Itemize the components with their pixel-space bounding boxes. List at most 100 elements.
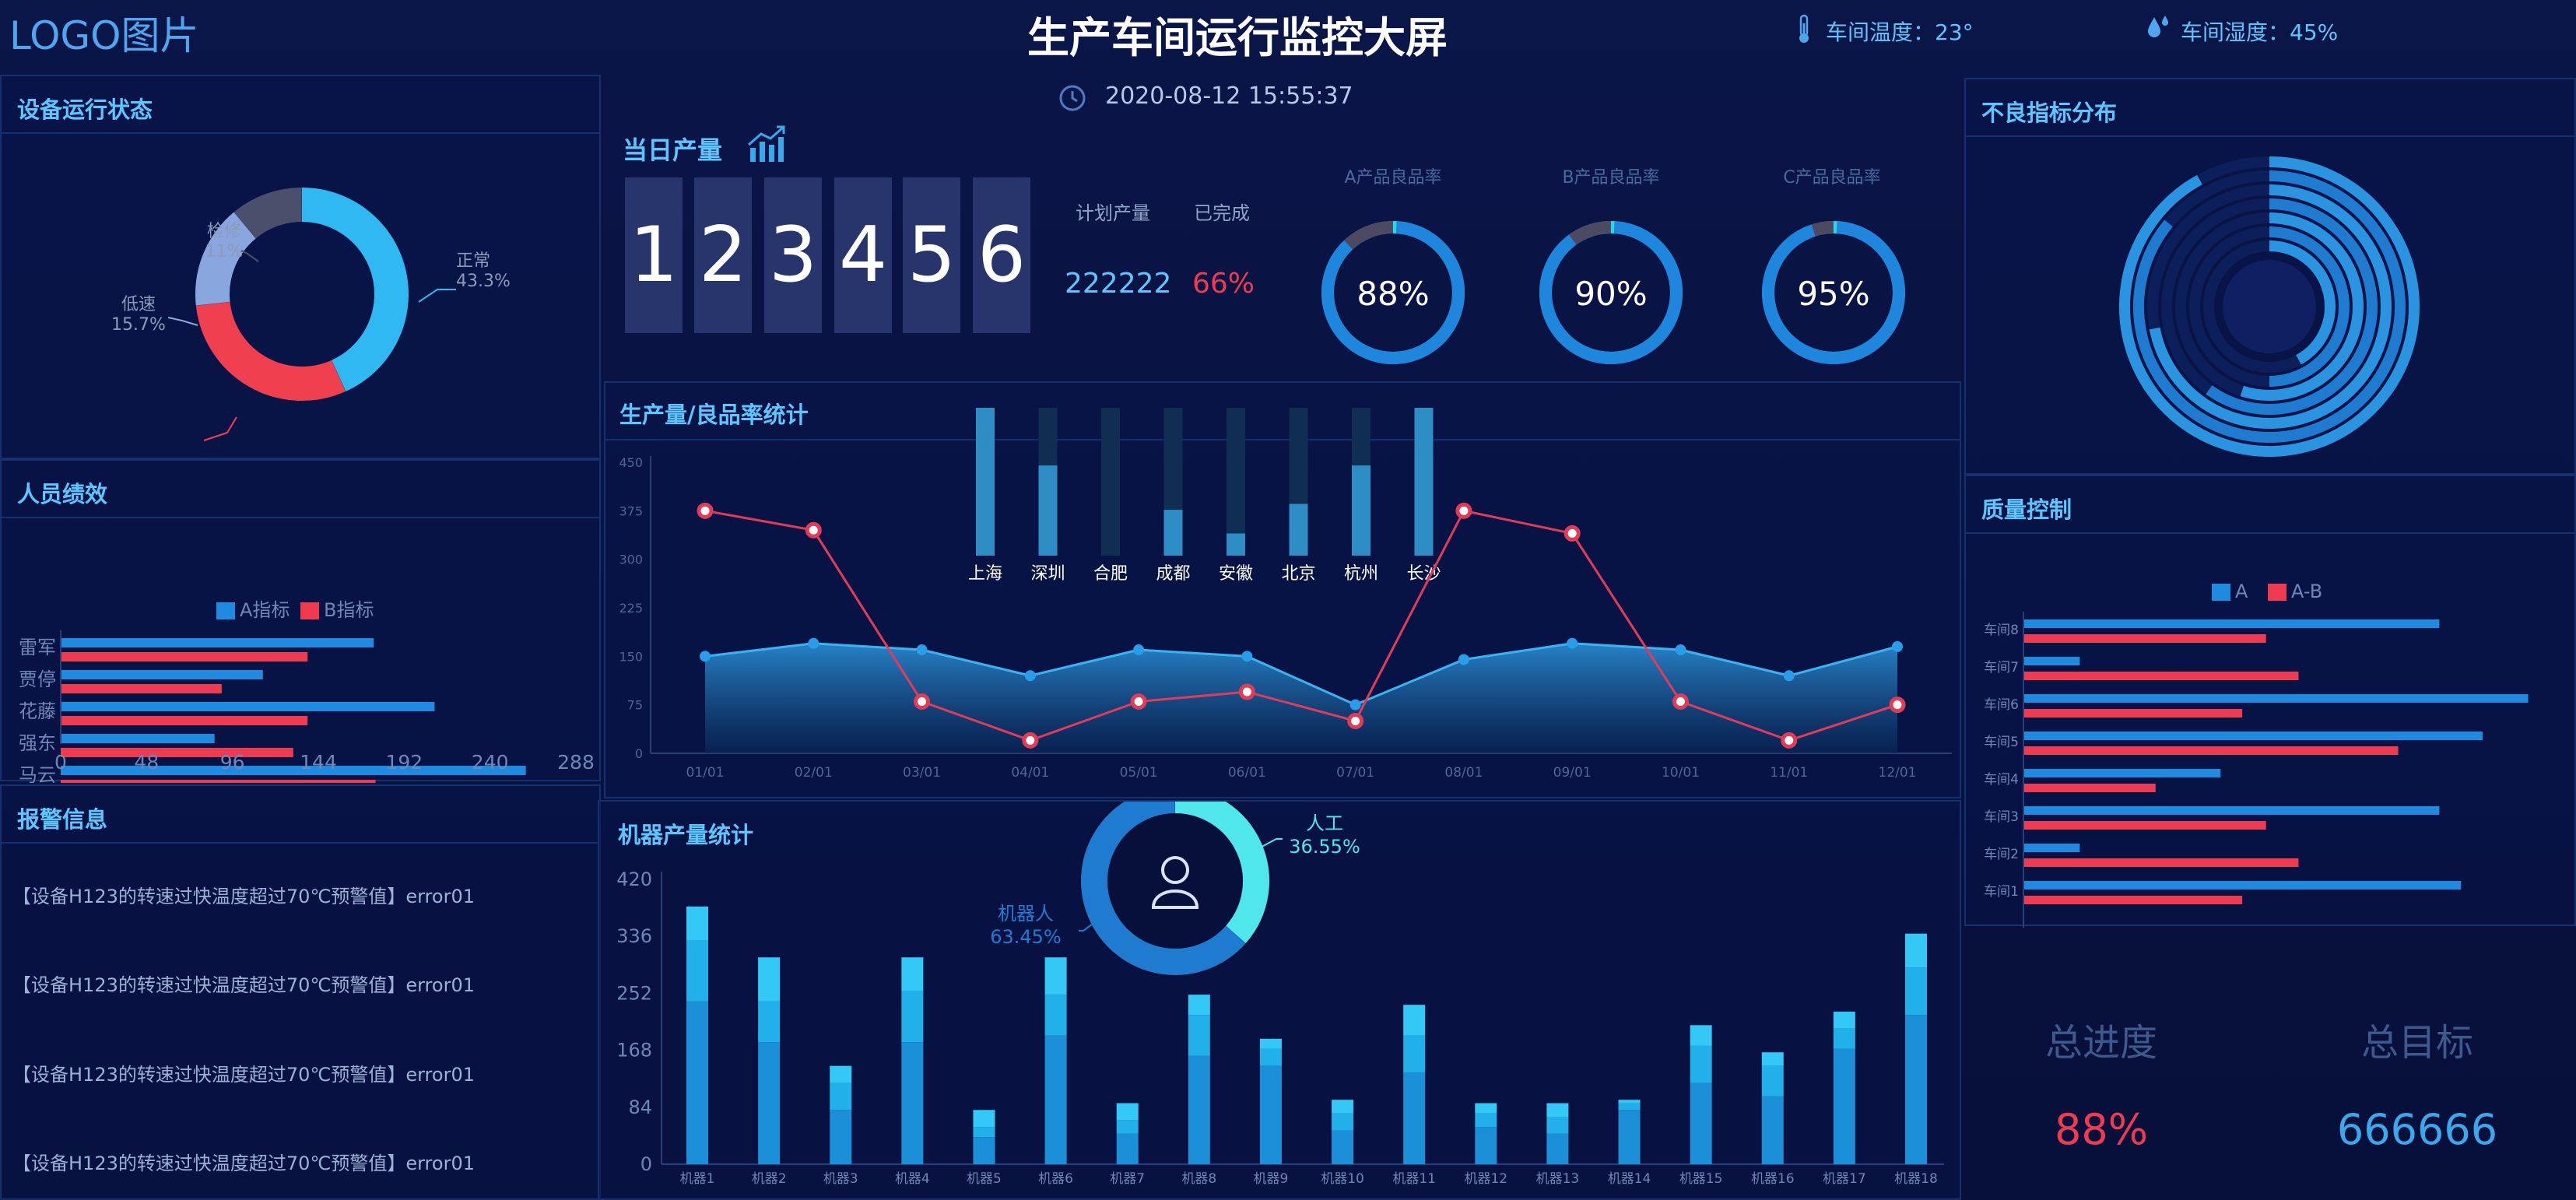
bar bbox=[61, 684, 222, 693]
line-point bbox=[1672, 693, 1689, 711]
panel-title: 质量控制 bbox=[1981, 496, 2072, 523]
bar-segment bbox=[901, 991, 924, 1043]
defect-panel: 不良指标分布 bbox=[1964, 78, 2576, 475]
bar-segment bbox=[973, 1137, 995, 1164]
category-label: 机器18 bbox=[1894, 1171, 1938, 1187]
category-label: 机器1 bbox=[680, 1171, 715, 1187]
leader-line bbox=[418, 289, 456, 303]
bar bbox=[2023, 709, 2243, 718]
bar-segment bbox=[1116, 1133, 1139, 1164]
alarm-item[interactable]: 【设备H123的转速过快温度超过70℃预警值】error01 bbox=[12, 1153, 475, 1174]
leader-line bbox=[167, 317, 198, 326]
gauge-arc bbox=[1539, 221, 1683, 364]
donut-slice bbox=[233, 188, 303, 239]
progress-label: 总进度 bbox=[2044, 1021, 2157, 1065]
tick-label: 375 bbox=[619, 504, 643, 518]
category-label: 北京 bbox=[1281, 564, 1315, 584]
yield-gauges: 88% 90% 95% bbox=[1321, 221, 1905, 364]
panel-title: 机器产量统计 bbox=[618, 822, 754, 848]
bar bbox=[2023, 844, 2080, 852]
gauge-value: 95% bbox=[1797, 275, 1869, 313]
category-label: 杭州 bbox=[1344, 564, 1378, 584]
line-point bbox=[1455, 502, 1472, 519]
bar-segment bbox=[1044, 957, 1067, 995]
gauge-value: 88% bbox=[1356, 275, 1429, 313]
tick-label: 168 bbox=[616, 1040, 652, 1061]
quality-panel: 质量控制 AA-B车间8车间7车间6车间5车间4车间3车间2车间10489614… bbox=[1964, 475, 2576, 928]
tick-label: 336 bbox=[616, 925, 652, 947]
alarm-item[interactable]: 【设备H123的转速过快温度超过70℃预警值】error01 bbox=[12, 886, 475, 907]
panel-header bbox=[605, 383, 1960, 440]
panel-title: 生产量/良品率统计 bbox=[619, 402, 809, 428]
bar-segment bbox=[1833, 1048, 1855, 1164]
category-label: 机器7 bbox=[1110, 1171, 1145, 1187]
bar-segment bbox=[1690, 1045, 1712, 1083]
area-line bbox=[704, 642, 1898, 707]
bar-segment bbox=[1332, 1130, 1354, 1164]
plan-value: 222222 bbox=[1065, 268, 1172, 300]
legend-label: B指标 bbox=[324, 599, 374, 621]
tick-label: 06/01 bbox=[1228, 765, 1266, 781]
bar-segment bbox=[1332, 1100, 1354, 1114]
bar bbox=[2023, 806, 2440, 815]
category-label: 车间4 bbox=[1984, 772, 2019, 788]
slice-label: 低速 bbox=[121, 295, 156, 314]
area-point bbox=[808, 637, 819, 649]
bar-segment bbox=[1905, 1015, 1927, 1164]
bar-segment bbox=[901, 957, 924, 991]
category-label: 机器17 bbox=[1823, 1171, 1866, 1187]
quality-bar-chart: AA-B车间8车间7车间6车间5车间4车间3车间2车间1048961441922… bbox=[1984, 581, 2529, 928]
gauge-remainder bbox=[1811, 221, 1834, 237]
gauge-remainder bbox=[1568, 221, 1612, 245]
bar bbox=[2023, 672, 2299, 680]
alarm-item[interactable]: 【设备H123的转速过快温度超过70℃预警值】error01 bbox=[12, 974, 475, 996]
tick-label: 150 bbox=[619, 649, 643, 664]
digit-box: 4 bbox=[834, 177, 892, 333]
panel-header bbox=[2, 786, 599, 844]
panel-title: 报警信息 bbox=[17, 806, 108, 833]
line-point bbox=[1781, 732, 1798, 749]
bar-segment bbox=[1761, 1065, 1784, 1096]
bar-segment bbox=[1044, 1035, 1067, 1164]
category-label: 机器15 bbox=[1679, 1171, 1723, 1187]
panel-title: 设备运行状态 bbox=[17, 96, 153, 123]
bar bbox=[61, 716, 308, 725]
line-point bbox=[1347, 712, 1364, 729]
tick-label: 144 bbox=[300, 751, 337, 774]
gauge-label: B产品良品率 bbox=[1562, 168, 1660, 188]
category-label: 机器13 bbox=[1536, 1171, 1580, 1187]
tick-label: 03/01 bbox=[903, 765, 941, 781]
area-point bbox=[1675, 644, 1686, 656]
slice-value: 63.45% bbox=[990, 926, 1062, 948]
tick-label: 420 bbox=[616, 868, 652, 890]
panel-header bbox=[1966, 476, 2574, 534]
bar-segment bbox=[1188, 995, 1210, 1016]
leader-line bbox=[1255, 838, 1283, 851]
plan-label: 计划产量 bbox=[1076, 202, 1150, 224]
bar-segment bbox=[1044, 995, 1067, 1036]
datetime: 2020-08-12 15:55:37 bbox=[1105, 82, 1353, 110]
tick-label: 08/01 bbox=[1444, 765, 1483, 781]
category-label: 上海 bbox=[968, 564, 1002, 584]
legend-swatch bbox=[300, 602, 319, 619]
tick-label: 02/01 bbox=[795, 765, 833, 781]
digit-box: 6 bbox=[973, 177, 1030, 333]
bar-segment bbox=[1761, 1096, 1784, 1164]
tick-label: 84 bbox=[628, 1096, 652, 1118]
category-label: 机器5 bbox=[967, 1171, 1002, 1187]
gauge-arc bbox=[1762, 221, 1905, 364]
tick-label: 04/01 bbox=[1011, 765, 1049, 781]
panel-header bbox=[1966, 79, 2574, 137]
digit-box: 1 bbox=[625, 177, 683, 333]
legend-label: A指标 bbox=[240, 599, 290, 621]
category-label: 成都 bbox=[1156, 564, 1190, 584]
slice-label: 人工 bbox=[1306, 812, 1343, 834]
area-fill bbox=[705, 643, 1897, 753]
line-point bbox=[1022, 732, 1039, 749]
alarm-item[interactable]: 【设备H123的转速过快温度超过70℃预警值】error01 bbox=[12, 1064, 475, 1086]
legend-label: A bbox=[2235, 581, 2248, 602]
bar-segment bbox=[1833, 1028, 1855, 1049]
logo[interactable]: LOGO图片 bbox=[9, 13, 199, 58]
category-label: 强东 bbox=[19, 732, 56, 754]
